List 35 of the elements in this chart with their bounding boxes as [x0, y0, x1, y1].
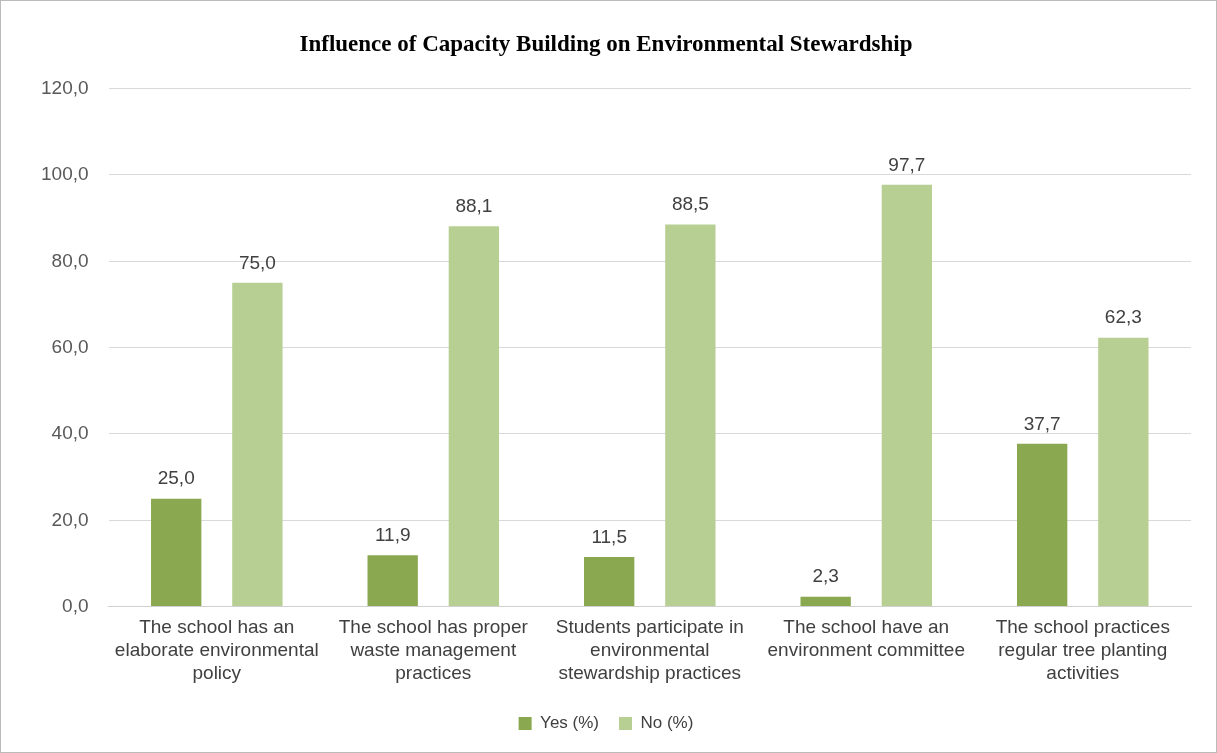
- legend-label: Yes (%): [540, 713, 600, 733]
- bar: [151, 498, 202, 607]
- data-label: 37,7: [1023, 412, 1061, 434]
- chart-title: Influence of Capacity Building on Environmental Stewardship: [299, 30, 913, 56]
- data-label: 75,0: [238, 251, 276, 273]
- bar: [800, 596, 851, 607]
- x-tick-label: The school practices regular tree planting activities: [995, 616, 1170, 683]
- y-tick-label: 80,0: [51, 249, 89, 271]
- bar: [665, 224, 716, 607]
- legend-label: No (%): [640, 713, 694, 733]
- data-label: 2,3: [812, 565, 839, 587]
- data-label: 62,3: [1104, 306, 1142, 328]
- bar: [232, 282, 283, 607]
- data-label: 25,0: [157, 467, 195, 489]
- data-label: 88,5: [671, 193, 709, 215]
- data-label: 97,7: [888, 153, 926, 175]
- y-tick-label: 0,0: [62, 594, 89, 616]
- x-tick-label: The school has proper waste management practices: [338, 616, 529, 683]
- y-tick-label: 20,0: [51, 508, 89, 530]
- x-tick-label: The school has an elaborate environmental policy: [114, 616, 319, 683]
- data-label: 88,1: [455, 195, 493, 217]
- bar: [448, 226, 500, 607]
- y-tick-label: 60,0: [51, 335, 89, 357]
- y-tick-label: 40,0: [51, 422, 89, 444]
- bar: [881, 184, 933, 607]
- bar: [1017, 443, 1068, 607]
- data-label: 11,9: [374, 523, 411, 545]
- x-tick-label: Students participate in environmental stewardship practices: [555, 616, 744, 683]
- y-tick-label: 120,0: [41, 76, 89, 98]
- data-label: 11,5: [591, 525, 627, 547]
- x-tick-label: The school have an environment committee: [767, 616, 965, 661]
- bar: [584, 556, 635, 607]
- bar: [1098, 337, 1149, 607]
- bar: [367, 555, 418, 607]
- y-tick-label: 100,0: [41, 163, 89, 185]
